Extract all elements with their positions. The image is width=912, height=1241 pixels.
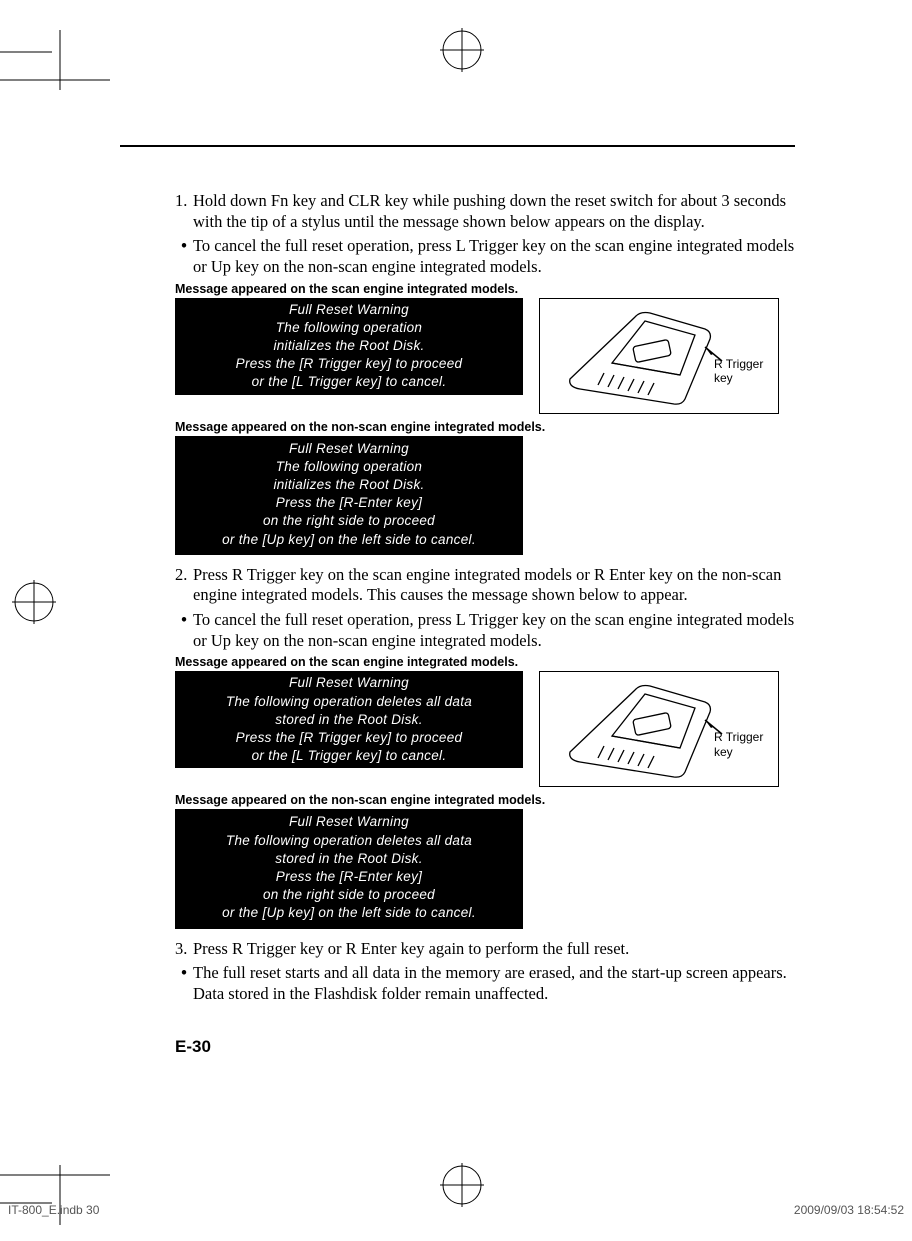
caption-scan-1: Message appeared on the scan engine inte… — [175, 282, 795, 296]
caption-nonscan-1: Message appeared on the non-scan engine … — [175, 420, 795, 434]
screen-line: Press the [R Trigger key] to proceed — [179, 729, 519, 747]
step-1-bullet: • To cancel the full reset operation, pr… — [175, 236, 795, 277]
screen-line: on the right side to proceed — [179, 886, 519, 904]
scan-row-2: Full Reset Warning The following operati… — [175, 671, 795, 787]
screen-line: The following operation deletes all data — [179, 693, 519, 711]
caption-nonscan-2: Message appeared on the non-scan engine … — [175, 793, 795, 807]
step-1-bullet-text: To cancel the full reset operation, pres… — [193, 236, 795, 277]
device-illustration-2: R Trigger key — [539, 671, 779, 787]
screen-line: Full Reset Warning — [179, 440, 519, 458]
step-3-note: Data stored in the Flashdisk folder rema… — [193, 984, 548, 1003]
step-3-bullet-text: The full reset starts and all data in th… — [193, 963, 787, 1004]
screen-line: Full Reset Warning — [179, 813, 519, 831]
crop-mark-left-icon — [12, 580, 56, 624]
step-3-num: 3. — [175, 939, 193, 960]
screen-line: Press the [R-Enter key] — [179, 868, 519, 886]
screen-line: initializes the Root Disk. — [179, 476, 519, 494]
device-label-1: R Trigger key — [714, 357, 772, 386]
bullet-icon: • — [175, 236, 193, 277]
scan-screen-2: Full Reset Warning The following operati… — [175, 671, 523, 768]
top-rule — [120, 145, 795, 147]
device-illustration-1: R Trigger key — [539, 298, 779, 414]
step-2-bullet: • To cancel the full reset operation, pr… — [175, 610, 795, 651]
screen-line: or the [Up key] on the left side to canc… — [179, 531, 519, 549]
caption-scan-2: Message appeared on the scan engine inte… — [175, 655, 795, 669]
step-3: 3. Press R Trigger key or R Enter key ag… — [175, 939, 795, 960]
step-2-bullet-text: To cancel the full reset operation, pres… — [193, 610, 795, 651]
screen-line: on the right side to proceed — [179, 512, 519, 530]
step-1-text: Hold down Fn key and CLR key while pushi… — [193, 191, 795, 232]
page-number: E-30 — [175, 1037, 795, 1057]
nonscan-screen-2: Full Reset Warning The following operati… — [175, 809, 523, 928]
screen-line: stored in the Root Disk. — [179, 850, 519, 868]
step-2-num: 2. — [175, 565, 193, 606]
screen-line: The following operation — [179, 319, 519, 337]
scan-row-1: Full Reset Warning The following operati… — [175, 298, 795, 414]
bullet-icon: • — [175, 963, 193, 1004]
step-1-num: 1. — [175, 191, 193, 232]
step-2-text: Press R Trigger key on the scan engine i… — [193, 565, 795, 606]
screen-line: or the [Up key] on the left side to canc… — [179, 904, 519, 922]
step-2: 2. Press R Trigger key on the scan engin… — [175, 565, 795, 606]
screen-line: Full Reset Warning — [179, 674, 519, 692]
bullet-icon: • — [175, 610, 193, 651]
crop-mark-top-icon — [440, 28, 484, 72]
step-3-bullet: • The full reset starts and all data in … — [175, 963, 795, 1004]
screen-line: Press the [R Trigger key] to proceed — [179, 355, 519, 373]
screen-line: or the [L Trigger key] to cancel. — [179, 747, 519, 765]
page-content: 1. Hold down Fn key and CLR key while pu… — [175, 145, 795, 1057]
screen-line: initializes the Root Disk. — [179, 337, 519, 355]
screen-line: or the [L Trigger key] to cancel. — [179, 373, 519, 391]
nonscan-screen-1: Full Reset Warning The following operati… — [175, 436, 523, 555]
crop-mark-bottom-icon — [440, 1163, 484, 1207]
screen-line: The following operation — [179, 458, 519, 476]
crop-corner-tl-icon — [0, 30, 110, 90]
scan-screen-1: Full Reset Warning The following operati… — [175, 298, 523, 395]
device-label-2: R Trigger key — [714, 730, 772, 759]
step-1: 1. Hold down Fn key and CLR key while pu… — [175, 191, 795, 232]
screen-line: Press the [R-Enter key] — [179, 494, 519, 512]
screen-line: stored in the Root Disk. — [179, 711, 519, 729]
footer-left: IT-800_E.indb 30 — [8, 1203, 99, 1217]
step-3-bullet-main: The full reset starts and all data in th… — [193, 963, 787, 982]
screen-line: The following operation deletes all data — [179, 832, 519, 850]
footer-right: 2009/09/03 18:54:52 — [794, 1203, 904, 1217]
screen-line: Full Reset Warning — [179, 301, 519, 319]
step-3-text: Press R Trigger key or R Enter key again… — [193, 939, 629, 960]
